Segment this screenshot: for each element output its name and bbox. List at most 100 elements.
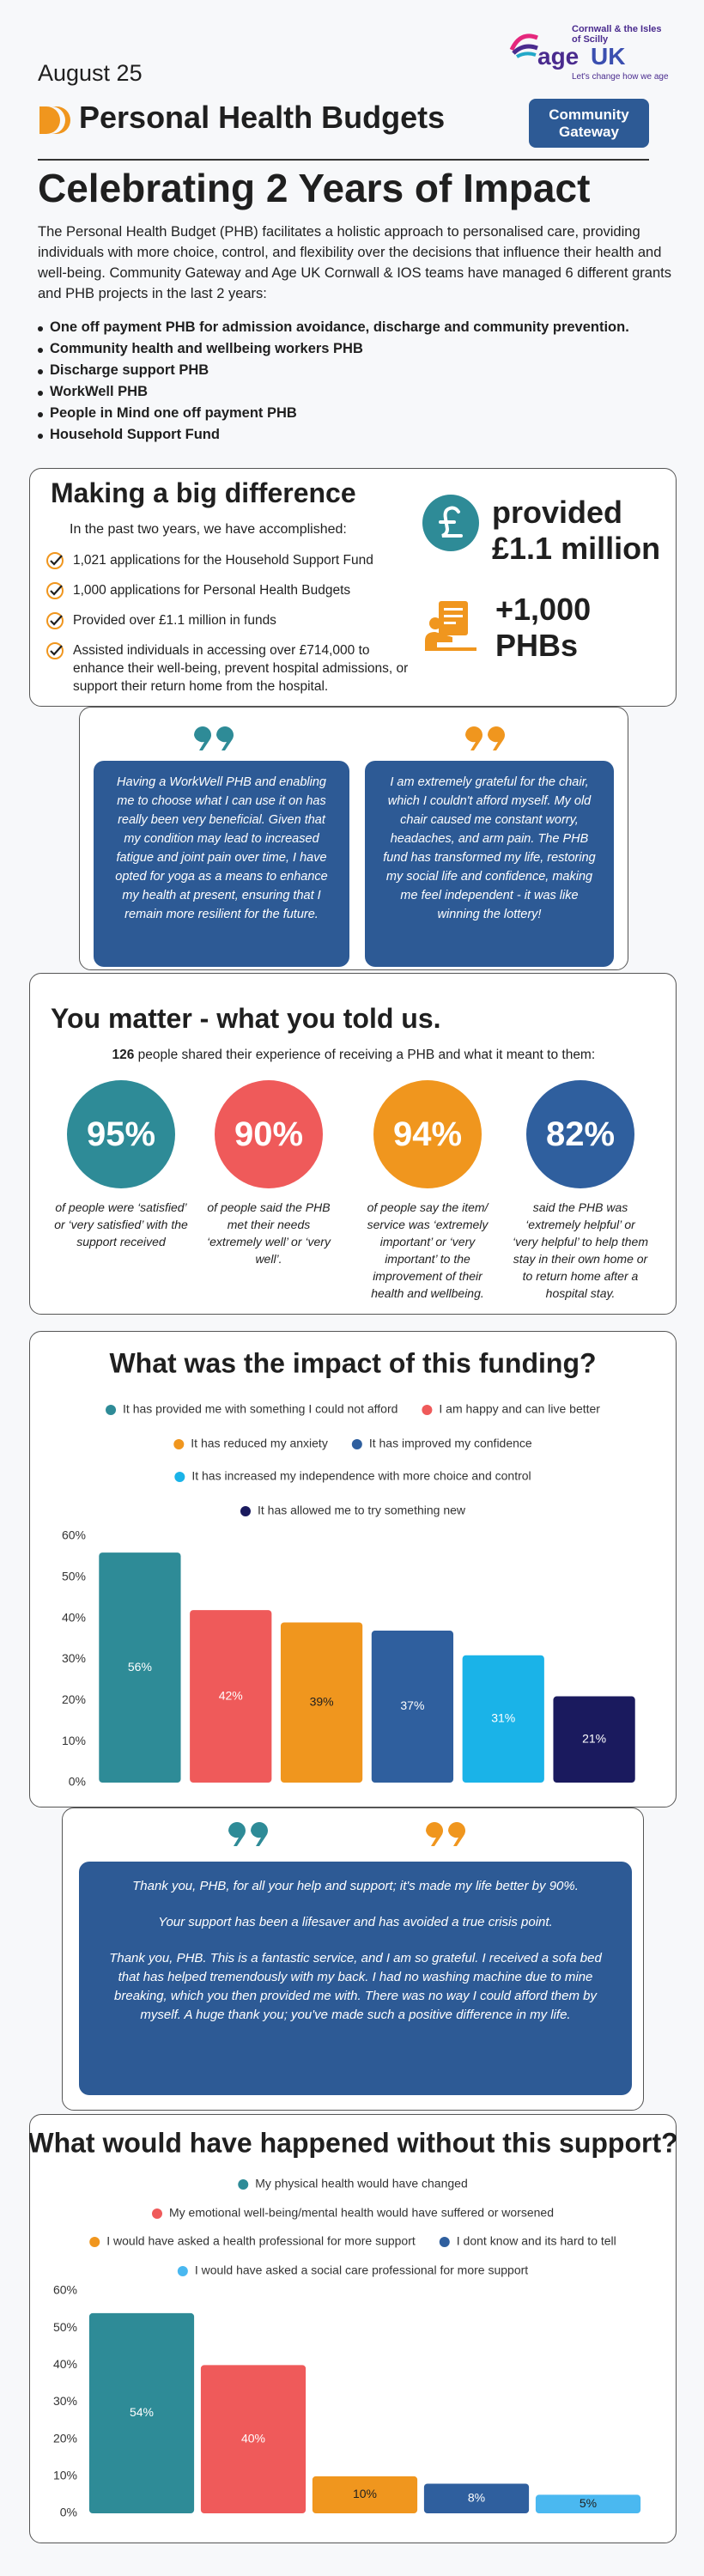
bar <box>312 2476 418 2513</box>
bar <box>99 1552 181 1783</box>
bar <box>371 1631 454 1783</box>
phb-icon <box>425 601 476 651</box>
funds-value: £1.1 million <box>492 531 661 566</box>
legend-label: I would have asked a health professional… <box>106 2234 416 2248</box>
y-tick-label: 50% <box>53 2320 77 2334</box>
project-text: Community health and wellbeing workers P… <box>50 341 363 356</box>
check-icon <box>46 582 64 599</box>
stat-text: said the PHB was ‘extremely helpful’ or … <box>513 1200 648 1300</box>
difference-card: Making a big difference In the past two … <box>29 468 677 707</box>
bullet <box>38 391 43 396</box>
project-text: Household Support Fund <box>50 427 220 442</box>
quote-mark <box>465 726 505 750</box>
lead-text: people shared their experience of receiv… <box>134 1048 596 1062</box>
section-title: You matter - what you told us. <box>51 1003 441 1034</box>
legend-swatch <box>238 2179 249 2190</box>
page-title: Personal Health Budgets <box>79 100 446 135</box>
project-text: WorkWell PHB <box>50 384 148 399</box>
y-tick-label: 0% <box>69 1775 86 1789</box>
stat-circle: 95% <box>67 1080 175 1188</box>
legend-row: It has reduced my anxiety It has improved… <box>173 1437 532 1450</box>
main-title: Celebrating 2 Years of Impact <box>38 166 591 210</box>
legend-swatch <box>106 1405 117 1415</box>
y-tick-label: 40% <box>62 1610 86 1624</box>
quote-mark <box>426 1822 465 1846</box>
check-item: 1,021 applications for the Household Sup… <box>46 551 423 570</box>
value-label: 37% <box>400 1698 424 1712</box>
phb-value: +1,000 <box>495 592 592 627</box>
project-item: People in Mind one off payment PHB <box>38 405 297 422</box>
legend-label: It has provided me with something I coul… <box>123 1402 398 1416</box>
age-uk-logo: Cornwall & the Isles of Scilly age UK Le… <box>508 24 671 86</box>
without-chart: What would have happened without this su… <box>29 2127 677 2519</box>
project-item: Discharge support PHB <box>38 362 209 379</box>
project-text: Discharge support PHB <box>50 362 209 378</box>
bar <box>423 2483 530 2513</box>
value-label: 56% <box>128 1660 152 1674</box>
value-label: 21% <box>582 1731 606 1745</box>
project-text: People in Mind one off payment PHB <box>50 405 297 421</box>
legend-row: I would have asked a social care profess… <box>177 2263 528 2277</box>
legend-label: I would have asked a social care profess… <box>195 2263 528 2277</box>
partner-badge: Community Gateway <box>529 99 649 148</box>
legend-swatch <box>89 2237 100 2247</box>
bar <box>88 2312 195 2513</box>
legend-row: I would have asked a health professional… <box>89 2234 616 2248</box>
bar <box>200 2365 306 2513</box>
legend-row: It has allowed me to try something new <box>240 1504 466 1517</box>
legend-swatch <box>152 2208 162 2219</box>
legend-swatch <box>439 2237 450 2247</box>
legend-swatch <box>240 1506 251 1516</box>
y-tick-label: 20% <box>53 2431 77 2445</box>
y-tick-label: 40% <box>53 2357 77 2371</box>
check-item: Assisted individuals in accessing over £… <box>46 641 423 696</box>
y-tick-label: 0% <box>60 2506 77 2519</box>
intro-text: The Personal Health Budget (PHB) facilit… <box>38 224 671 301</box>
testimonial: Thank you, PHB. This is a fantastic serv… <box>109 1951 602 2022</box>
project-item: WorkWell PHB <box>38 384 148 400</box>
respondent-count: 126 <box>112 1048 135 1062</box>
check-item: 1,000 applications for Personal Health B… <box>46 581 423 600</box>
testimonial: Your support has been a lifesaver and ha… <box>158 1915 553 1929</box>
legend-label: It has reduced my anxiety <box>191 1437 328 1450</box>
y-tick-label: 10% <box>62 1734 86 1747</box>
chart-title: What was the impact of this funding? <box>109 1347 596 1378</box>
stat-circle: 90% <box>215 1080 323 1188</box>
stat-text: of people say the item/ service was ‘ext… <box>367 1200 489 1300</box>
lead-text: In the past two years, we have accomplis… <box>70 522 347 537</box>
testimonials: Thank you, PHB, for all your help and su… <box>79 1862 632 2095</box>
check-text: 1,000 applications for Personal Health B… <box>73 583 351 598</box>
value-label: 39% <box>310 1694 334 1708</box>
bar <box>190 1610 272 1783</box>
bullet <box>38 348 43 353</box>
legend-label: My emotional well-being/mental health wo… <box>169 2206 554 2220</box>
check-text: Assisted individuals in accessing over £… <box>73 643 409 694</box>
date: August 25 <box>38 60 143 86</box>
bullet <box>38 326 43 331</box>
y-tick-label: 30% <box>62 1651 86 1665</box>
value-label: 42% <box>219 1688 243 1702</box>
stat-circle: 82% <box>526 1080 634 1188</box>
bullet <box>38 369 43 374</box>
legend-swatch <box>351 1439 362 1449</box>
legend-label: I am happy and can live better <box>439 1402 600 1416</box>
project-item: One off payment PHB for admission avoida… <box>38 319 629 336</box>
check-item: Provided over £1.1 million in funds <box>46 611 423 630</box>
value-label: 40% <box>241 2431 265 2445</box>
quote: Having a WorkWell PHB and enabling me to… <box>94 761 349 967</box>
logo-tagline: Let's change how we age <box>572 72 669 82</box>
y-tick-label: 20% <box>62 1692 86 1706</box>
y-tick-label: 60% <box>62 1528 86 1542</box>
impact-chart: What was the impact of this funding? It h… <box>62 1347 635 1789</box>
legend-label: My physical health would have changed <box>255 2177 468 2190</box>
legend-label: It has allowed me to try something new <box>258 1504 466 1517</box>
bullet <box>38 434 43 439</box>
phb-label: PHBs <box>495 628 579 663</box>
legend-row: My emotional well-being/mental health wo… <box>152 2206 554 2220</box>
logo-mark <box>39 106 70 134</box>
project-text: One off payment PHB for admission avoida… <box>50 319 629 335</box>
quote-mark <box>228 1822 268 1846</box>
funds-label: provided <box>492 495 623 530</box>
feedback-card: You matter - what you told us. 126 peopl… <box>29 973 677 1315</box>
bar <box>535 2494 641 2513</box>
